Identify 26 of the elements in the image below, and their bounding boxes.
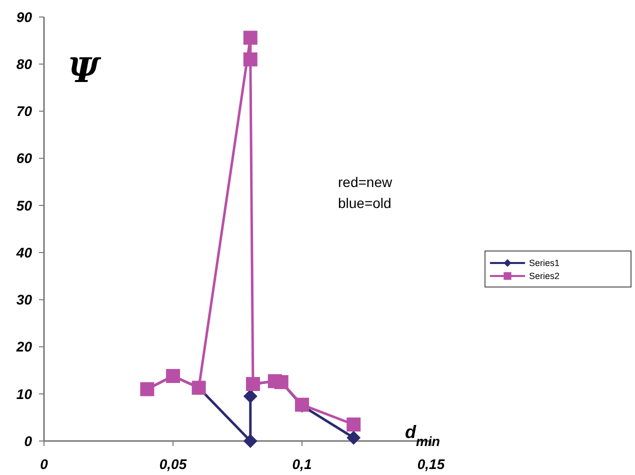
legend-label: Series1 xyxy=(529,258,560,268)
y-tick-label: 0 xyxy=(24,432,32,449)
legend-label: Series2 xyxy=(529,271,560,282)
point xyxy=(346,430,361,445)
x-tick-label: 0,05 xyxy=(159,456,187,472)
annotation: blue=old xyxy=(338,195,392,211)
y-tick-label: 90 xyxy=(16,8,32,25)
annotation: red=new xyxy=(338,174,393,190)
y-tick-label: 50 xyxy=(16,197,32,214)
point xyxy=(243,30,258,45)
point xyxy=(346,418,361,432)
y-axis-title: Ψ xyxy=(68,51,102,91)
y-tick-label: 70 xyxy=(16,103,32,120)
x-tick-label: 0,15 xyxy=(417,456,445,472)
y-tick-label: 20 xyxy=(15,338,32,355)
y-tick-label: 60 xyxy=(16,150,32,166)
point xyxy=(243,434,258,448)
y-tick-label: 40 xyxy=(15,244,32,260)
x-axis-title: d$_{min}$ xyxy=(405,422,440,448)
x-tick-label: 0 xyxy=(40,456,48,472)
y-tick-label: 80 xyxy=(16,56,32,72)
point xyxy=(243,52,258,66)
y-tick-label: 10 xyxy=(16,386,32,402)
y-tick-label: 30 xyxy=(16,292,32,308)
point xyxy=(243,389,258,404)
x-tick-label: 0,1 xyxy=(292,456,312,472)
